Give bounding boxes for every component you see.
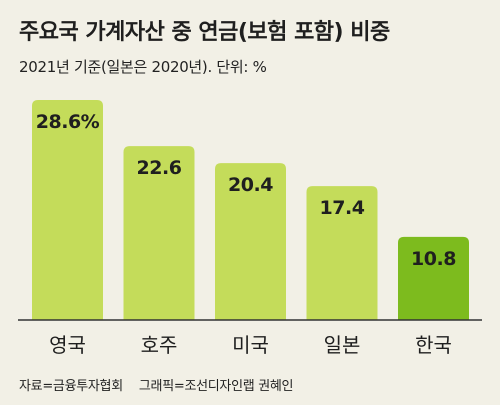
value-label-3: 20.4 (228, 174, 273, 196)
bar-1 (32, 100, 103, 320)
bar-2 (123, 146, 195, 320)
bar-3 (215, 163, 286, 320)
chart-title: 주요국 가계자산 중 연금(보험 포함) 비중 (19, 20, 390, 45)
value-label-4: 17.4 (320, 197, 365, 219)
category-labels-group: 영국 호주 미국 일본 한국 (49, 333, 452, 357)
chart-subtitle: 2021년 기준(일본은 2020년). 단위: % (19, 58, 267, 76)
bars-group: 28.6% 22.6 20.4 17.4 10.8 (32, 100, 469, 320)
value-label-2: 22.6 (137, 157, 182, 179)
bar-5 (398, 236, 469, 320)
source-text: 자료=금융투자협회 (19, 379, 123, 394)
category-label-5: 한국 (415, 333, 452, 357)
category-label-4: 일본 (324, 333, 361, 357)
category-label-3: 미국 (232, 333, 269, 357)
bar-4 (306, 186, 378, 320)
value-label-1: 28.6% (36, 111, 100, 133)
category-label-2: 호주 (141, 333, 178, 357)
source-line: 자료=금융투자협회 그래픽=조선디자인랩 권혜인 (19, 375, 294, 394)
credit-text: 그래픽=조선디자인랩 권혜인 (138, 379, 294, 394)
category-label-1: 영국 (49, 333, 86, 357)
value-label-5: 10.8 (411, 248, 456, 270)
